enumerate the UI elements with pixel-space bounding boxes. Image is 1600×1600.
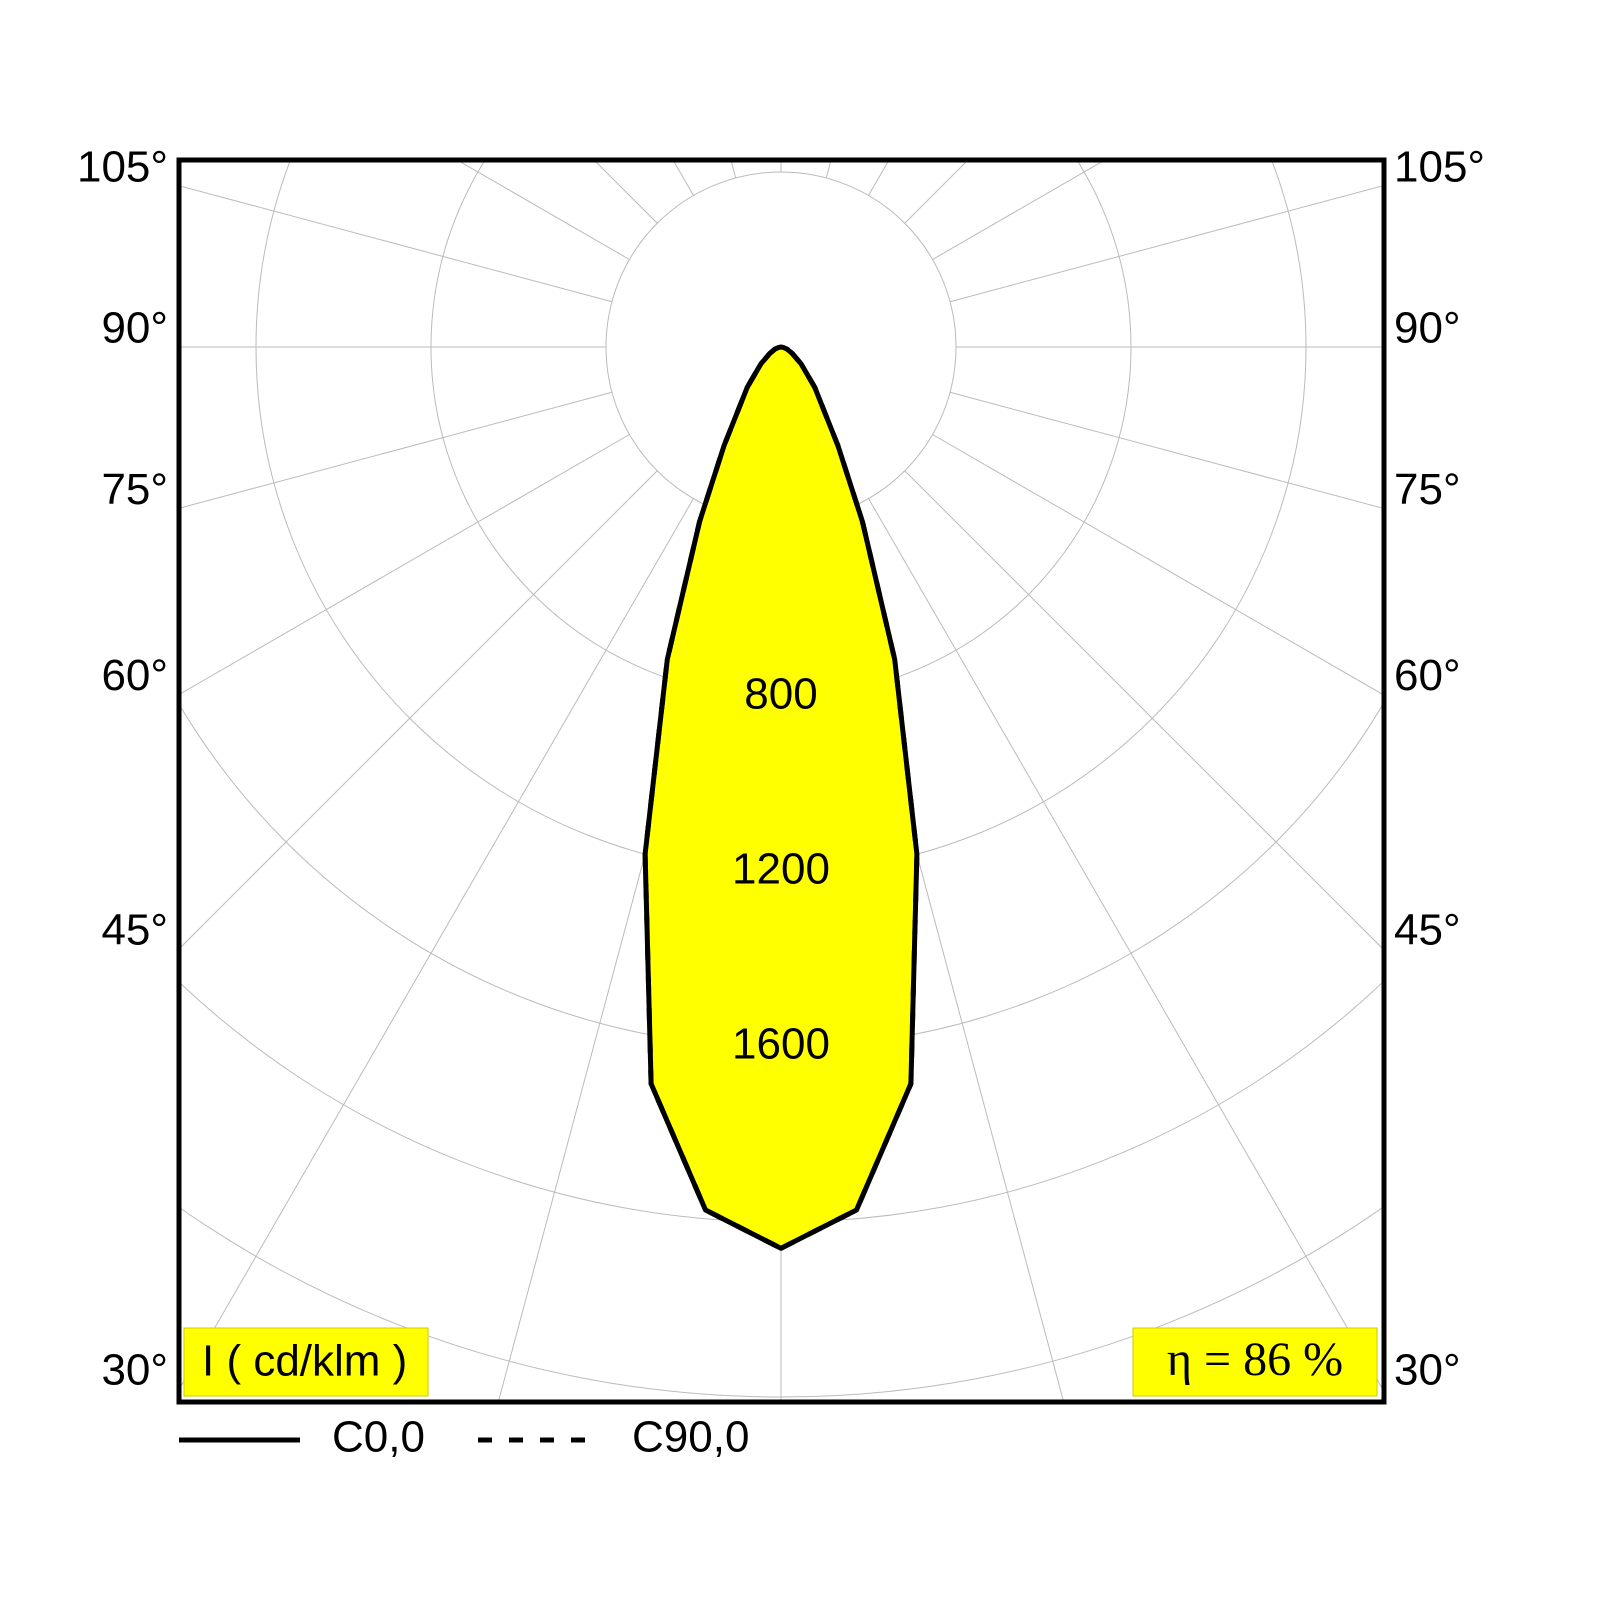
intensity-curve-c0	[642, 344, 920, 1251]
radial-line	[904, 470, 1382, 949]
efficiency-label: η = 86 %	[1167, 1333, 1343, 1386]
curves	[642, 344, 920, 1251]
radial-line	[825, 162, 832, 179]
angle-tick-label: 60°	[1394, 651, 1461, 700]
efficiency-box	[1132, 1327, 1378, 1397]
labels: 800 1200 1600 105° 105° 90° 90° 75° 75° 60° 60° 45°…	[77, 143, 1485, 1395]
radial-line	[181, 498, 694, 1388]
radial-line	[459, 162, 630, 260]
angle-tick-label: 105°	[1394, 143, 1485, 192]
angle-tick-label: 105°	[77, 143, 168, 192]
radial-line	[904, 162, 967, 224]
angle-tick-label: 75°	[101, 465, 168, 514]
angle-tick-label: 90°	[101, 304, 168, 353]
unit-box	[183, 1327, 429, 1397]
radial-line	[949, 391, 1382, 509]
radial-line	[673, 162, 694, 196]
angle-tick-label: 30°	[101, 1346, 168, 1395]
radial-line	[868, 498, 1382, 1389]
unit-label: I ( cd/klm )	[202, 1337, 407, 1386]
angle-tick-label: 45°	[1394, 906, 1461, 955]
radial-line	[181, 434, 630, 694]
radial-line	[730, 162, 737, 179]
radial-line	[181, 185, 613, 303]
r-tick-label: 800	[744, 670, 817, 719]
angle-tick-label: 90°	[1394, 304, 1461, 353]
radial-line	[949, 185, 1382, 303]
legend-label: C90,0	[632, 1413, 749, 1462]
angle-tick-label: 30°	[1394, 1346, 1461, 1395]
angle-tick-label: 45°	[101, 906, 168, 955]
radial-line	[181, 470, 658, 948]
radial-line	[181, 391, 613, 509]
angle-tick-label: 75°	[1394, 465, 1461, 514]
frame	[176, 157, 1387, 1405]
r-tick-label: 1200	[732, 845, 830, 894]
r-tick-label: 1600	[732, 1020, 830, 1069]
radial-line	[868, 162, 889, 196]
radial-line	[932, 434, 1382, 695]
legend-label: C0,0	[332, 1413, 425, 1462]
angle-tick-label: 60°	[101, 651, 168, 700]
radial-line	[932, 162, 1103, 260]
